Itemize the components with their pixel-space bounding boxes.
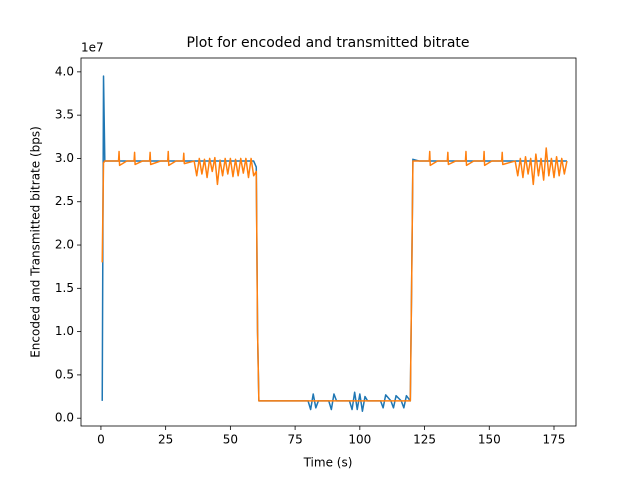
y-tick-label: 3.0	[55, 151, 74, 165]
y-tick-label: 0.0	[55, 411, 74, 425]
y-tick-label: 4.0	[55, 64, 74, 78]
x-tick-label: 0	[97, 433, 105, 447]
y-tick-label: 1.0	[55, 324, 74, 338]
x-tick-label: 25	[158, 433, 173, 447]
y-tick-label: 3.5	[55, 108, 74, 122]
y-tick-label: 2.0	[55, 238, 74, 252]
y-tick-label: 2.5	[55, 194, 74, 208]
x-axis-label: Time (s)	[303, 456, 353, 470]
series-line	[101, 147, 568, 402]
y-axis-label: Encoded and Transmitted bitrate (bps)	[29, 126, 43, 358]
x-tick-label: 125	[413, 433, 436, 447]
y-tick-label: 1.5	[55, 281, 74, 295]
x-tick-label: 50	[223, 433, 238, 447]
x-tick-label: 100	[348, 433, 371, 447]
x-tick-label: 175	[543, 433, 566, 447]
y-offset-label: 1e7	[81, 41, 104, 55]
x-tick-label: 150	[478, 433, 501, 447]
chart-title: Plot for encoded and transmitted bitrate	[186, 35, 469, 51]
plot-frame	[80, 57, 577, 427]
y-tick-label: 0.5	[55, 367, 74, 381]
x-tick-label: 75	[287, 433, 302, 447]
